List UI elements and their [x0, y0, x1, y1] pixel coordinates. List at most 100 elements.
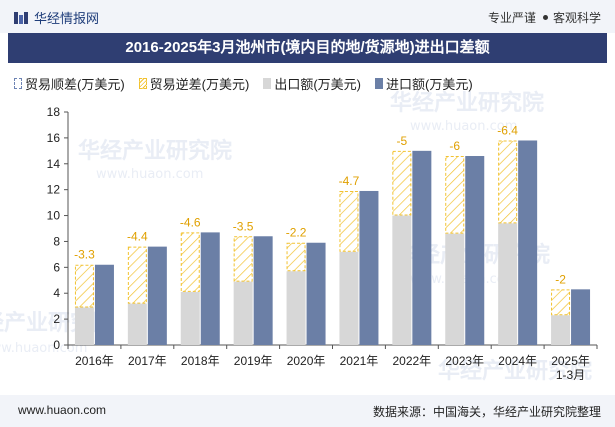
x-tick-label-line: 1-3月: [556, 368, 585, 382]
x-tick-label: 2023年: [445, 354, 484, 368]
balance-label: -5: [397, 134, 408, 148]
footer: www.huaon.com 数据来源：中国海关，华经产业研究院整理: [0, 395, 615, 427]
axis-layer: 0 2 4 6 8 10 12 14 16 18 2016年 2017年 2018年 2019年 2020年…: [47, 105, 598, 382]
deficit-bar: [339, 190, 359, 252]
watermark-url: www.huaon.com: [96, 167, 203, 182]
legend-swatch-deficit: [138, 77, 147, 89]
x-tick-label: 2016年: [75, 354, 114, 368]
x-tick-label: 2019年: [234, 354, 273, 368]
import-bar: [571, 289, 591, 345]
deficit-bar: [233, 236, 253, 282]
x-tick-label: 2018年: [181, 354, 220, 368]
balance-label: -6: [449, 139, 460, 153]
y-tick-label: 14: [47, 157, 61, 171]
balance-label: -3.5: [233, 219, 254, 233]
legend-label-import: 进口额(万美元): [386, 76, 473, 92]
x-tick-label-line: 2021年: [340, 354, 379, 368]
deficit-bar: [392, 150, 412, 216]
x-tick-label: 2022年: [392, 354, 431, 368]
tagline-part2: 客观科学: [552, 11, 601, 25]
tagline-part1: 专业严谨: [487, 11, 536, 25]
bar-layer: [74, 140, 591, 345]
legend-item-export: 出口额(万美元): [263, 74, 361, 93]
export-bar: [498, 223, 518, 345]
x-tick-label-line: 2017年: [128, 354, 167, 368]
y-tick-label: 12: [47, 183, 61, 197]
x-tick-label-line: 2025年: [551, 354, 590, 368]
import-bar: [306, 242, 326, 345]
balance-label: -4.7: [339, 174, 360, 188]
x-tick-label-line: 2020年: [287, 354, 326, 368]
balance-label: -4.4: [127, 230, 148, 244]
chart-title: 2016-2025年3月池州市(境内目的地/货源地)进出口差额: [8, 33, 607, 63]
legend-swatch-import: [375, 77, 384, 89]
import-bar: [518, 140, 538, 345]
deficit-bar: [445, 156, 465, 234]
top-bar: 华经情报网 专业严谨 客观科学: [0, 0, 615, 33]
y-tick-label: 4: [53, 286, 60, 300]
watermark-text: 华经产业研究院: [438, 358, 592, 384]
import-bar: [200, 232, 220, 345]
x-tick-label: 2017年: [128, 354, 167, 368]
deficit-bar: [127, 246, 147, 304]
legend-item-import: 进口额(万美元): [375, 74, 473, 93]
brand: 华经情报网: [14, 8, 99, 27]
tagline: 专业严谨 客观科学: [488, 9, 601, 26]
balance-label: -4.6: [180, 215, 201, 229]
x-tick-label: 2025年 1-3月: [551, 354, 590, 382]
legend-swatch-surplus: [14, 77, 22, 89]
import-bar: [359, 190, 379, 345]
y-tick-label: 18: [47, 105, 61, 119]
x-tick-label-line: 2019年: [234, 354, 273, 368]
x-tick-label-line: 2023年: [445, 354, 484, 368]
tagline-dot-icon: [542, 15, 548, 20]
x-tick-label-line: 2024年: [498, 354, 537, 368]
footer-url: www.huaon.com: [18, 403, 107, 417]
y-tick-label: 2: [53, 312, 60, 326]
legend-label-export: 出口额(万美元): [274, 76, 362, 92]
export-bar: [392, 215, 412, 345]
y-tick-label: 6: [53, 260, 60, 274]
deficit-bar: [551, 289, 571, 316]
deficit-bar: [74, 264, 94, 308]
x-tick-label-line: 2022年: [392, 354, 431, 368]
export-bar: [180, 291, 200, 345]
deficit-bar: [180, 232, 200, 292]
import-bar: [412, 150, 432, 345]
export-bar: [445, 233, 465, 345]
balance-label: -2: [555, 272, 566, 286]
export-bar: [233, 281, 253, 345]
label-layer: -3.3 -4.4 -4.6 -3.5 -2.2 -4.7 -5 -6 -6.4 -2: [74, 123, 566, 286]
export-bar: [286, 271, 306, 345]
y-tick-label: 10: [47, 209, 61, 223]
import-bar: [253, 236, 273, 345]
balance-label: -2.2: [286, 226, 307, 240]
export-bar: [127, 303, 147, 345]
legend-swatch-export: [263, 77, 272, 89]
deficit-bar: [286, 242, 306, 272]
legend-item-surplus: 贸易顺差(万美元): [14, 74, 125, 93]
brand-name: 华经情报网: [34, 11, 100, 26]
x-tick-label-line: 2016年: [75, 354, 114, 368]
watermark-text: 华经产业研究院: [390, 90, 544, 116]
x-tick-label: 2024年: [498, 354, 537, 368]
import-bar: [94, 264, 114, 345]
import-bar: [147, 246, 167, 345]
y-tick-label: 8: [53, 234, 60, 248]
watermark-url: www.huaon.com: [410, 119, 517, 134]
legend-item-deficit: 贸易逆差(万美元): [138, 74, 250, 93]
x-tick-label-line: 2018年: [181, 354, 220, 368]
y-tick-label: 0: [53, 338, 60, 352]
balance-label: -6.4: [497, 123, 518, 137]
legend-label-deficit: 贸易逆差(万美元): [149, 76, 250, 92]
balance-label: -3.3: [74, 248, 95, 262]
import-bar: [465, 156, 485, 345]
footer-source: 数据来源：中国海关，华经产业研究院整理: [372, 405, 601, 419]
legend: 贸易顺差(万美元) 贸易逆差(万美元) 出口额(万美元) 进口额(万美元): [14, 74, 487, 92]
legend-label-surplus: 贸易顺差(万美元): [25, 76, 125, 92]
watermark-text: 华经产业研究院: [78, 138, 232, 164]
brand-logo-icon: [14, 11, 28, 24]
export-bar: [339, 251, 359, 345]
y-tick-label: 16: [47, 131, 61, 145]
export-bar: [551, 315, 571, 345]
